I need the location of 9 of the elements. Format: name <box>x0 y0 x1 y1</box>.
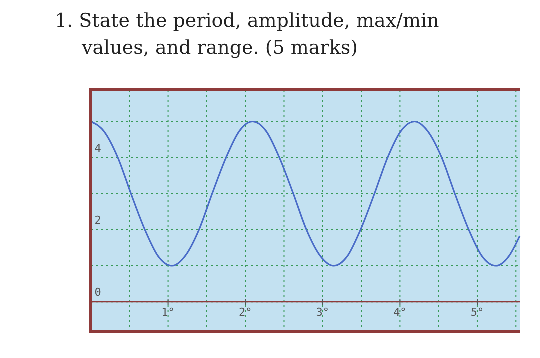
y-tick-label: 2 <box>94 214 102 227</box>
x-tick-label: 3° <box>316 306 330 320</box>
x-tick-label: 2° <box>238 306 252 320</box>
y-tick-label: 0 <box>94 286 102 300</box>
x-tick-label: 1° <box>162 306 175 320</box>
x-tick-label: 4° <box>394 306 407 320</box>
chart-title: 1. State the period, amplitude, max/min values, and range. (5 marks) <box>55 9 440 61</box>
y-tick-label: 4 <box>94 142 102 155</box>
x-tick-label: 5° <box>470 306 484 320</box>
